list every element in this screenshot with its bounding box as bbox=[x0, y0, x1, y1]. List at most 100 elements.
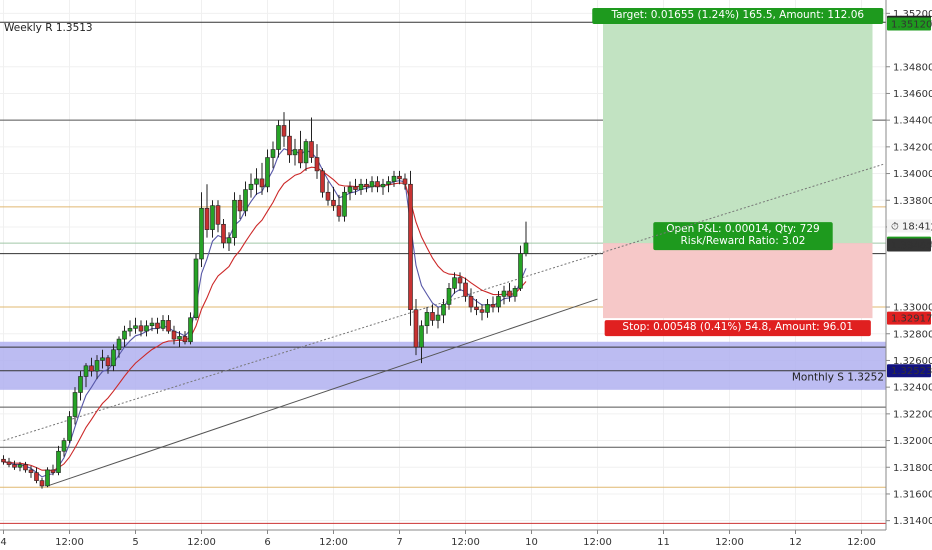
candle bbox=[226, 232, 232, 251]
candle bbox=[61, 437, 67, 457]
candle bbox=[490, 296, 496, 313]
candle bbox=[523, 221, 529, 257]
price-tick-label: 1.31400 bbox=[893, 516, 932, 527]
candle-body bbox=[221, 223, 226, 244]
candle bbox=[303, 138, 309, 171]
candle-body bbox=[309, 141, 314, 158]
candle bbox=[270, 141, 276, 169]
candle bbox=[518, 245, 523, 292]
candle-body bbox=[248, 183, 254, 190]
candle bbox=[309, 117, 314, 163]
long-position-tool[interactable]: Target: 0.01655 (1.24%) 165.5, Amount: 1… bbox=[592, 8, 884, 337]
pnl-label-bg bbox=[653, 222, 833, 251]
candle bbox=[210, 200, 215, 238]
candle-body bbox=[336, 205, 342, 217]
target-label-text: Target: 0.01655 (1.24%) 165.5, Amount: 1… bbox=[610, 9, 864, 21]
candle-body bbox=[518, 253, 523, 289]
candle-body bbox=[160, 320, 166, 329]
candle-body bbox=[408, 183, 413, 311]
candle-body bbox=[72, 392, 78, 417]
pnl-label-text: Open P&L: 0.00014, Qty: 729 bbox=[666, 223, 819, 235]
candle bbox=[6, 457, 12, 468]
candle bbox=[171, 325, 177, 345]
candle bbox=[56, 445, 61, 476]
candle-body bbox=[523, 242, 529, 254]
candle bbox=[287, 120, 292, 163]
candle bbox=[501, 285, 507, 305]
price-tag: 1.32523 bbox=[887, 364, 932, 378]
candle bbox=[199, 192, 204, 268]
candle-body bbox=[204, 207, 210, 230]
time-tick-label: 12:00 bbox=[715, 537, 744, 548]
candle bbox=[188, 312, 193, 345]
stop-label-text: Stop: 0.00548 (0.41%) 54.8, Amount: 96.0… bbox=[622, 321, 853, 333]
candle-body bbox=[28, 469, 34, 473]
time-tick-label: 7 bbox=[396, 537, 402, 548]
candle bbox=[397, 170, 402, 185]
candle-body bbox=[287, 135, 292, 156]
price-tick-label: 1.31800 bbox=[893, 463, 932, 474]
candle bbox=[160, 315, 166, 332]
candle bbox=[166, 315, 171, 334]
candle bbox=[430, 304, 435, 326]
candle bbox=[28, 465, 34, 478]
price-tick-label: 1.32600 bbox=[893, 356, 932, 367]
loss-zone bbox=[603, 243, 873, 319]
candle-body bbox=[369, 181, 375, 188]
candle-body bbox=[199, 207, 204, 260]
candle-body bbox=[485, 304, 490, 313]
candle bbox=[331, 186, 336, 211]
candle bbox=[441, 299, 446, 324]
candle bbox=[479, 304, 485, 321]
candle-body bbox=[430, 312, 435, 321]
candle-body bbox=[419, 325, 424, 348]
candle bbox=[281, 112, 287, 147]
price-tick-label: 1.32000 bbox=[893, 436, 932, 447]
candle-body bbox=[364, 183, 369, 188]
candle-body bbox=[435, 314, 441, 321]
candle bbox=[457, 272, 463, 292]
candle bbox=[446, 283, 452, 310]
time-tick-label: 12:00 bbox=[319, 537, 348, 548]
ema-fast-line bbox=[3, 148, 527, 478]
candle bbox=[177, 331, 182, 348]
uptrend-line bbox=[47, 298, 598, 487]
price-tick-label: 1.33800 bbox=[893, 196, 932, 207]
candle bbox=[507, 283, 512, 302]
candle bbox=[50, 464, 56, 476]
candle bbox=[254, 168, 259, 195]
candle bbox=[468, 288, 474, 313]
candle-body bbox=[254, 178, 259, 185]
candle-body bbox=[177, 336, 182, 340]
countdown-bg bbox=[887, 219, 931, 233]
candle bbox=[380, 178, 386, 195]
price-tick-label: 1.34200 bbox=[893, 142, 932, 153]
candle-body bbox=[100, 357, 105, 361]
candle bbox=[369, 176, 375, 193]
weekly-resistance-label: Weekly R 1.3513 bbox=[4, 22, 93, 34]
candle-body bbox=[292, 149, 298, 156]
price-axis[interactable]: 1.35200 1.34800 1.34600 1.34400 1.34200 1.340… bbox=[885, 0, 932, 530]
candle bbox=[67, 411, 72, 444]
candle-body bbox=[78, 376, 83, 393]
candle bbox=[72, 387, 78, 425]
price-tag: 1.32917 bbox=[887, 311, 932, 325]
candle bbox=[364, 178, 369, 193]
candle-body bbox=[210, 205, 215, 230]
price-tag-label: 1.32523 bbox=[891, 366, 932, 377]
candle-body bbox=[133, 325, 138, 329]
candle-body bbox=[45, 469, 50, 487]
candle bbox=[182, 331, 188, 345]
candle-body bbox=[265, 157, 270, 188]
candle-body bbox=[34, 472, 39, 481]
candle-body bbox=[166, 320, 171, 332]
candle bbox=[111, 344, 116, 372]
monthly-support-zone bbox=[0, 341, 886, 390]
time-tick-label: 10 bbox=[525, 537, 538, 548]
candle-body bbox=[320, 170, 325, 193]
candle bbox=[402, 173, 408, 190]
time-axis[interactable]: 4 12:00 5 12:00 6 12:00 7 12:00 10 12:00 11 12:00 12… bbox=[0, 529, 886, 548]
target-label: Target: 0.01655 (1.24%) 165.5, Amount: 1… bbox=[592, 8, 884, 25]
candle-body bbox=[386, 181, 391, 185]
